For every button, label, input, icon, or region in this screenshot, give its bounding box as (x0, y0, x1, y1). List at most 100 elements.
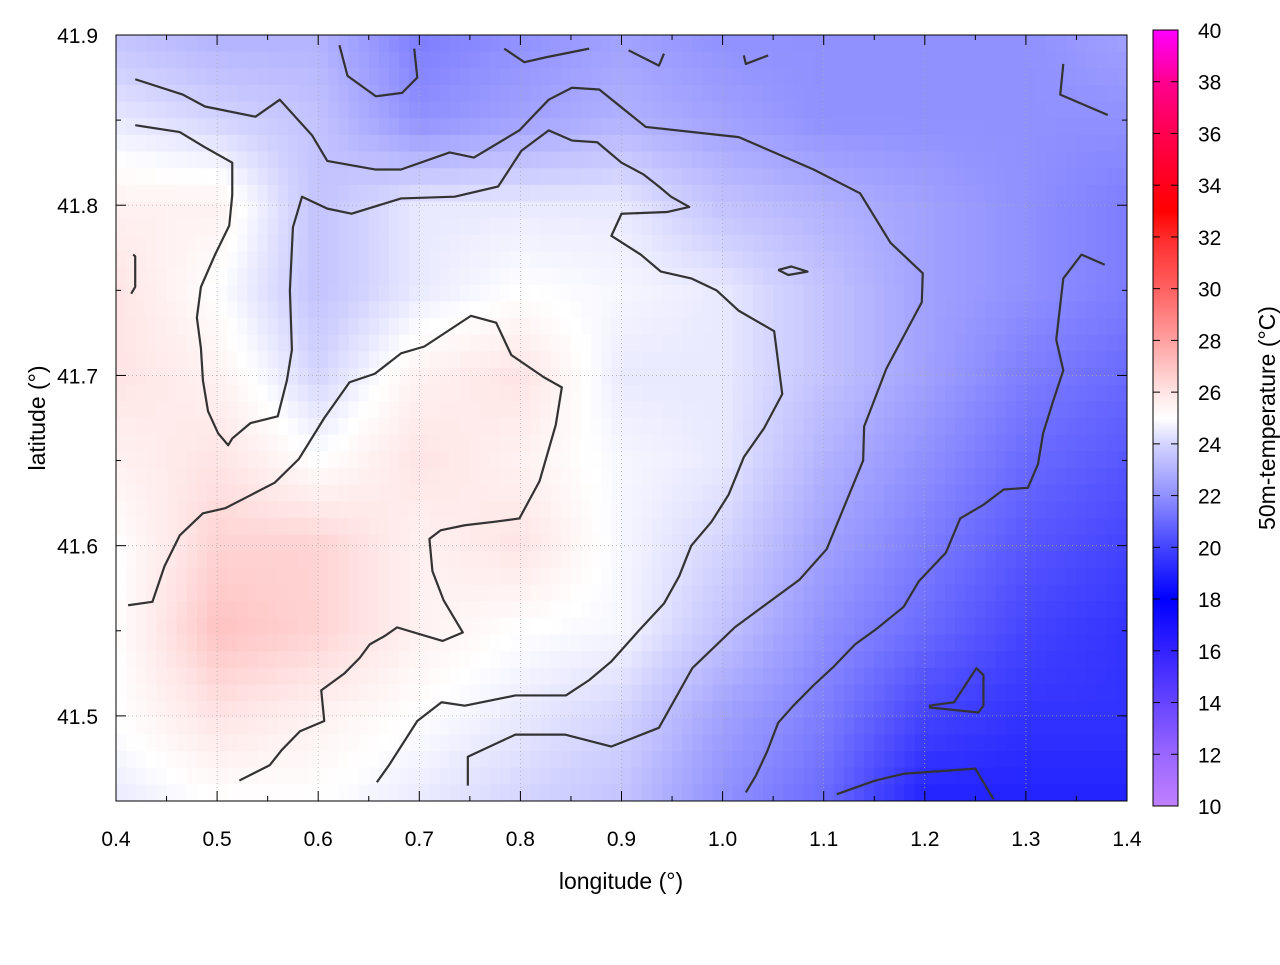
heatmap-cell (540, 534, 552, 552)
heatmap-cell (763, 284, 774, 303)
heatmap-cell (702, 467, 714, 486)
heatmap-cell (965, 168, 976, 186)
heatmap-cell (793, 434, 805, 452)
heatmap-cell (530, 684, 542, 702)
heatmap-cell (742, 384, 754, 402)
heatmap-cell (894, 118, 906, 136)
heatmap-cell (1025, 168, 1037, 186)
heatmap-cell (166, 184, 178, 203)
heatmap-cell (854, 201, 865, 219)
heatmap-cell (833, 634, 845, 652)
heatmap-cell (277, 701, 289, 719)
heatmap-cell (661, 384, 673, 402)
heatmap-cell (530, 68, 542, 86)
heatmap-cell (530, 467, 542, 486)
heatmap-cell (884, 551, 896, 569)
heatmap-cell (813, 168, 825, 186)
heatmap-cell (237, 601, 249, 619)
heatmap-cell (1116, 484, 1127, 502)
heatmap-cell (884, 484, 896, 502)
heatmap-cell (651, 218, 663, 236)
heatmap-cell (540, 734, 552, 752)
heatmap-cell (1036, 334, 1047, 352)
heatmap-cell (813, 567, 825, 586)
heatmap-cell (570, 118, 582, 136)
heatmap-cell (843, 517, 855, 536)
heatmap-cell (985, 651, 997, 669)
heatmap-cell (864, 701, 875, 719)
heatmap-cell (490, 484, 501, 502)
heatmap-cell (1076, 584, 1088, 602)
heatmap-cell (914, 318, 926, 336)
heatmap-cell (904, 501, 916, 519)
heatmap-cell (126, 35, 137, 53)
heatmap-cell (742, 218, 754, 236)
heatmap-cell (439, 134, 451, 153)
heatmap-cell (672, 251, 683, 269)
heatmap-cell (611, 84, 623, 103)
heatmap-cell (318, 35, 329, 53)
heatmap-cell (611, 218, 623, 236)
heatmap-cell (126, 584, 137, 602)
heatmap-cell (651, 784, 663, 801)
heatmap-cell (702, 418, 714, 436)
heatmap-cell (409, 501, 420, 519)
heatmap-cell (611, 318, 623, 336)
heatmap-cell (530, 84, 542, 103)
heatmap-cell (591, 584, 602, 602)
heatmap-cell (914, 401, 926, 419)
heatmap-cell (308, 318, 319, 336)
heatmap-cell (419, 534, 431, 552)
heatmap-cell (945, 284, 956, 303)
heatmap-cell (773, 68, 784, 86)
heatmap-cell (924, 684, 936, 702)
heatmap-cell (227, 751, 238, 769)
heatmap-cell (277, 318, 289, 336)
heatmap-cell (126, 368, 137, 386)
heatmap-cell (1005, 118, 1017, 136)
heatmap-cell (500, 517, 511, 536)
heatmap-cell (1106, 301, 1118, 319)
heatmap-cell (955, 567, 966, 586)
colorbar-tick-label: 22 (1198, 486, 1221, 509)
heatmap-cell (833, 717, 845, 735)
heatmap-cell (985, 184, 997, 203)
heatmap-cell (945, 501, 956, 519)
heatmap-cell (722, 101, 734, 119)
heatmap-cell (570, 184, 582, 203)
heatmap-cell (318, 368, 329, 386)
heatmap-cell (449, 634, 461, 652)
heatmap-cell (237, 101, 249, 119)
heatmap-cell (1076, 251, 1088, 269)
heatmap-cell (328, 168, 340, 186)
heatmap-cell (287, 268, 299, 286)
heatmap-cell (469, 151, 481, 169)
heatmap-cell (500, 567, 511, 586)
heatmap-cell (136, 684, 147, 702)
heatmap-cell (742, 601, 754, 619)
heatmap-cell (742, 84, 754, 103)
heatmap-cell (136, 84, 147, 103)
heatmap-cell (520, 51, 532, 69)
heatmap-cell (1066, 68, 1078, 86)
heatmap-cell (884, 318, 896, 336)
heatmap-cell (712, 418, 724, 436)
heatmap-cell (520, 351, 532, 369)
heatmap-cell (1046, 601, 1057, 619)
heatmap-cell (611, 201, 623, 219)
heatmap-cell (742, 234, 754, 253)
heatmap-cell (1116, 118, 1127, 136)
heatmap-cell (318, 168, 329, 186)
heatmap-cell (712, 384, 724, 402)
heatmap-cell (975, 351, 987, 369)
heatmap-cell (500, 184, 511, 203)
heatmap-cell (621, 368, 633, 386)
heatmap-cell (1015, 118, 1027, 136)
heatmap-cell (530, 484, 542, 502)
heatmap-cell (651, 517, 663, 536)
heatmap-cell (793, 351, 805, 369)
heatmap-cell (479, 784, 491, 801)
heatmap-cell (328, 751, 340, 769)
heatmap-cell (166, 717, 178, 735)
heatmap-cell (338, 251, 350, 269)
